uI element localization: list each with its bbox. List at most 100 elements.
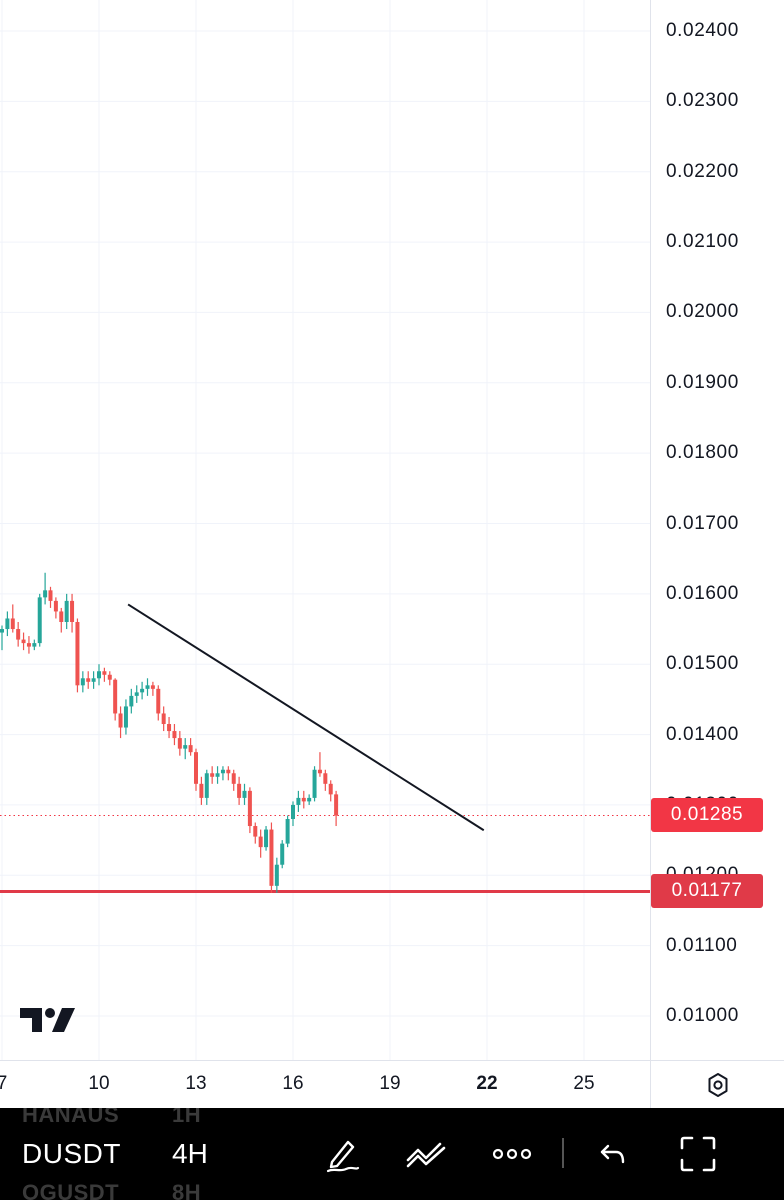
candle-up <box>220 766 225 781</box>
candle-body <box>231 773 236 784</box>
time-tick-label: 22 <box>476 1073 498 1094</box>
candle-up <box>285 815 290 848</box>
candle-body <box>140 688 145 693</box>
candle-up <box>215 766 220 784</box>
price-tick-label: 0.02300 <box>666 90 739 112</box>
candle-down <box>334 790 339 827</box>
candle-body <box>145 685 150 689</box>
user-drawings[interactable] <box>127 603 485 832</box>
candle-body <box>215 773 220 777</box>
time-tick-label: 10 <box>88 1073 110 1094</box>
candle-down <box>10 604 15 633</box>
grid-lines <box>0 0 650 1060</box>
candle-body <box>188 745 193 753</box>
candle-down <box>167 716 172 739</box>
candle-up <box>204 769 209 805</box>
interval-selector[interactable]: 4H <box>172 1138 208 1169</box>
candle-body <box>80 678 85 686</box>
candle-body <box>323 773 328 784</box>
price-scale[interactable]: 0.02400 0.02300 0.02200 0.02100 0.02000 0.019… <box>650 0 784 1060</box>
more-button[interactable] <box>490 1132 534 1176</box>
candle-body <box>296 797 301 805</box>
candle-down <box>75 618 80 693</box>
candle-body <box>10 618 15 630</box>
candle-body <box>134 692 139 696</box>
candle-down <box>48 586 53 608</box>
candle-up <box>32 639 37 651</box>
time-tick-label: 7 <box>0 1073 8 1094</box>
candle-down <box>86 671 91 689</box>
candle-body <box>307 797 312 802</box>
time-axis[interactable]: 7 10 13 16 19 22 25 <box>0 1060 784 1109</box>
more-dots-icon[interactable] <box>490 1144 534 1164</box>
price-tick-label: 0.01700 <box>666 512 739 534</box>
current-price-tag: 0.01285 <box>651 798 763 833</box>
candle-up <box>0 625 4 651</box>
candle-down <box>237 776 242 805</box>
candle-body <box>16 629 21 640</box>
candle-down <box>317 752 322 777</box>
candle-down <box>102 667 107 682</box>
candle-down <box>199 776 204 805</box>
candle-body <box>156 688 161 714</box>
candle-up <box>64 593 69 630</box>
price-tick-label: 0.01500 <box>666 653 739 675</box>
chart-area[interactable] <box>0 0 650 1060</box>
candle-up <box>312 766 317 802</box>
candle-body <box>150 685 155 689</box>
ghost-interval-above: 1H <box>172 1108 202 1127</box>
trendline[interactable] <box>127 603 485 832</box>
tradingview-logo-icon <box>20 1004 76 1039</box>
candle-body <box>285 819 290 844</box>
candle-body <box>220 769 225 774</box>
price-tick-label: 0.02200 <box>666 160 739 182</box>
candle-down <box>172 724 177 746</box>
candle-body <box>328 783 333 795</box>
candle-body <box>21 639 26 644</box>
candlestick-chart[interactable] <box>0 0 650 1060</box>
price-tick-label: 0.02000 <box>666 301 739 323</box>
undo-icon[interactable] <box>594 1136 630 1172</box>
candle-up <box>274 857 279 893</box>
time-tick-label: 16 <box>282 1073 304 1094</box>
candle-up <box>145 678 150 696</box>
candle-body <box>226 769 231 774</box>
draw-pen-button[interactable] <box>320 1132 364 1176</box>
candle-body <box>97 671 101 679</box>
trendline-tool-icon[interactable] <box>404 1134 448 1174</box>
fullscreen-icon[interactable] <box>678 1134 718 1174</box>
candle-down <box>21 632 26 651</box>
candle-body <box>210 773 215 777</box>
candle-body <box>274 864 279 886</box>
axis-settings-button[interactable] <box>650 1061 784 1109</box>
candle-body <box>183 745 188 749</box>
candle-body <box>102 671 107 675</box>
candle-body <box>37 597 42 644</box>
candle-up <box>242 783 247 805</box>
draw-pen-icon[interactable] <box>322 1134 362 1174</box>
candle-up <box>37 593 42 647</box>
candle-down <box>188 738 193 756</box>
price-tick-label: 0.02400 <box>666 20 739 41</box>
candle-down <box>150 681 155 696</box>
trendline-tool-button[interactable] <box>404 1132 448 1176</box>
candle-down <box>161 706 166 732</box>
candle-body <box>43 590 48 598</box>
settings-gear-icon[interactable] <box>704 1071 732 1099</box>
candle-body <box>86 678 91 682</box>
fullscreen-button[interactable] <box>676 1132 720 1176</box>
candle-body <box>253 826 258 837</box>
candle-up <box>43 572 48 605</box>
candles <box>0 572 339 893</box>
candle-body <box>48 590 53 601</box>
candle-down <box>59 607 64 633</box>
ghost-interval-below: 8H <box>172 1180 202 1200</box>
candle-up <box>80 671 85 693</box>
candle-up <box>296 790 301 812</box>
candle-body <box>161 713 166 725</box>
symbol-selector[interactable]: DUSDT <box>22 1138 121 1169</box>
candle-up <box>291 801 295 827</box>
candle-up <box>140 681 145 700</box>
candle-down <box>70 593 75 633</box>
undo-button[interactable] <box>590 1132 634 1176</box>
